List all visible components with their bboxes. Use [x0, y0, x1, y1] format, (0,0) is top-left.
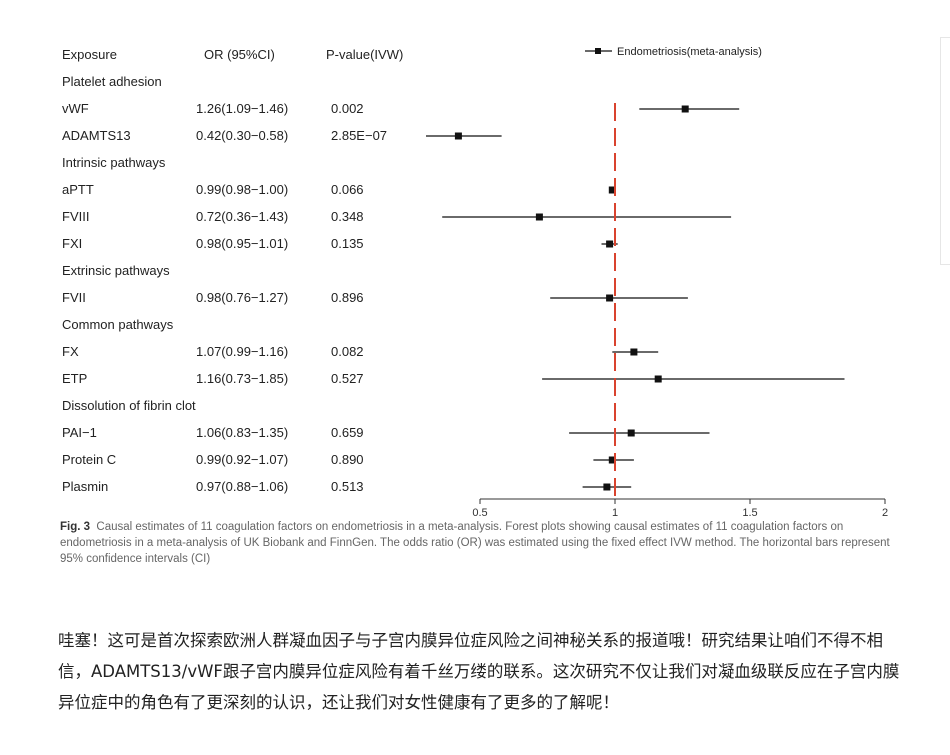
- or-ci-value: 0.99(0.92−1.07): [196, 452, 288, 467]
- group-label: Common pathways: [62, 317, 174, 332]
- p-value: 0.002: [331, 101, 364, 116]
- p-value: 0.890: [331, 452, 364, 467]
- exposure-label: ADAMTS13: [62, 128, 131, 143]
- p-value: 0.066: [331, 182, 364, 197]
- or-ci-value: 0.72(0.36−1.43): [196, 209, 288, 224]
- point-estimate: [603, 483, 611, 491]
- table-rows: Platelet adhesion vWF 1.26(1.09−1.46) 0.002…: [62, 74, 845, 494]
- or-ci-value: 0.42(0.30−0.58): [196, 128, 288, 143]
- exposure-label: FX: [62, 344, 79, 359]
- exposure-label: FVIII: [62, 209, 89, 224]
- point-estimate: [654, 375, 662, 383]
- group-label: Dissolution of fibrin clot: [62, 398, 196, 413]
- p-value: 0.513: [331, 479, 364, 494]
- caption-label: Fig. 3: [60, 521, 91, 533]
- or-ci-value: 1.26(1.09−1.46): [196, 101, 288, 116]
- point-estimate: [535, 213, 543, 221]
- exposure-label: aPTT: [62, 182, 94, 197]
- point-estimate: [454, 132, 462, 140]
- or-ci-value: 1.07(0.99−1.16): [196, 344, 288, 359]
- p-value: 2.85E−07: [331, 128, 387, 143]
- header-or: OR (95%CI): [204, 47, 275, 62]
- group-label: Extrinsic pathways: [62, 263, 170, 278]
- legend: Endometriosis(meta-analysis): [585, 46, 762, 58]
- p-value: 0.659: [331, 425, 364, 440]
- or-ci-value: 1.06(0.83−1.35): [196, 425, 288, 440]
- forest-plot: Exposure OR (95%CI) P-value(IVW) Endomet…: [62, 46, 888, 519]
- or-ci-value: 0.97(0.88−1.06): [196, 479, 288, 494]
- exposure-label: Plasmin: [62, 479, 108, 494]
- p-value: 0.082: [331, 344, 364, 359]
- p-value: 0.135: [331, 236, 364, 251]
- or-ci-value: 0.99(0.98−1.00): [196, 182, 288, 197]
- exposure-label: FXI: [62, 236, 82, 251]
- article-paragraph: 哇塞！这可是首次探索欧洲人群凝血因子与子宫内膜异位症风险之间神秘关系的报道哦！研…: [58, 630, 900, 712]
- forest-plot-figure: Exposure OR (95%CI) P-value(IVW) Endomet…: [60, 46, 900, 567]
- header-exposure: Exposure: [62, 47, 117, 62]
- point-estimate: [627, 429, 635, 437]
- or-ci-value: 1.16(0.73−1.85): [196, 371, 288, 386]
- x-tick-label: 1.5: [742, 507, 757, 519]
- exposure-label: FVII: [62, 290, 86, 305]
- x-tick-label: 0.5: [472, 507, 487, 519]
- point-estimate: [608, 456, 616, 464]
- or-ci-value: 0.98(0.76−1.27): [196, 290, 288, 305]
- point-estimate: [606, 294, 614, 302]
- exposure-label: Protein C: [62, 452, 116, 467]
- x-axis: 0.5 1 1.5 2: [472, 103, 888, 519]
- point-estimate: [630, 348, 638, 356]
- or-ci-value: 0.98(0.95−1.01): [196, 236, 288, 251]
- point-estimate: [681, 105, 689, 113]
- group-label: Intrinsic pathways: [62, 155, 166, 170]
- point-estimate: [608, 186, 616, 194]
- p-value: 0.348: [331, 209, 364, 224]
- legend-square-marker: [595, 48, 601, 54]
- header-p-value: P-value(IVW): [326, 47, 403, 62]
- exposure-label: ETP: [62, 371, 87, 386]
- caption-text: Causal estimates of 11 coagulation facto…: [60, 521, 890, 565]
- x-tick-label: 2: [882, 507, 888, 519]
- exposure-label: vWF: [62, 101, 89, 116]
- p-value: 0.527: [331, 371, 364, 386]
- legend-label: Endometriosis(meta-analysis): [617, 46, 762, 58]
- p-value: 0.896: [331, 290, 364, 305]
- figure-caption: Fig. 3 Causal estimates of 11 coagulatio…: [60, 519, 900, 567]
- side-scroll-panel[interactable]: [940, 37, 950, 265]
- exposure-label: PAI−1: [62, 425, 97, 440]
- group-label: Platelet adhesion: [62, 74, 162, 89]
- x-tick-label: 1: [612, 507, 618, 519]
- point-estimate: [606, 240, 614, 248]
